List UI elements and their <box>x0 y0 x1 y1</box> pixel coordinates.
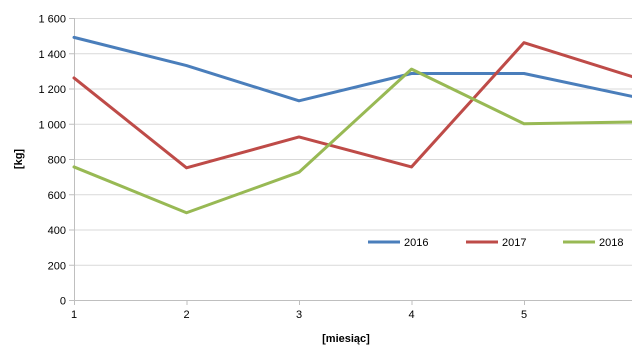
x-tick-label: 2 <box>183 309 189 321</box>
y-tick-label: 200 <box>48 260 66 272</box>
y-axis-title: [kg] <box>13 149 25 170</box>
x-tick-label: 3 <box>296 309 302 321</box>
y-tick-label: 400 <box>48 225 66 237</box>
legend-label-2017: 2017 <box>502 237 526 249</box>
legend-label-2018: 2018 <box>599 237 623 249</box>
x-tick-label: 4 <box>408 309 414 321</box>
legend: 2016 2017 2018 <box>368 237 623 249</box>
y-tick-label: 0 <box>60 296 66 308</box>
x-axis-title: [miesiąc] <box>322 333 370 345</box>
y-tick-label: 1 600 <box>38 14 66 26</box>
x-tick-labels: 123456 <box>71 309 527 321</box>
series-lines <box>72 35 632 215</box>
x-tick-label: 1 <box>71 309 77 321</box>
legend-label-2016: 2016 <box>404 237 428 249</box>
x-tick-label: 5 <box>521 309 527 321</box>
y-tick-label: 1 200 <box>38 84 66 96</box>
y-tick-label: 1 400 <box>38 49 66 61</box>
y-tick-label: 600 <box>48 190 66 202</box>
series-line-2016 <box>72 35 632 103</box>
axes <box>69 18 632 305</box>
y-tick-label: 800 <box>48 155 66 167</box>
series-line-2018 <box>72 67 632 215</box>
gridlines <box>74 18 632 266</box>
y-tick-labels: 0 200 400 600 800 1 000 1 200 1 400 1 600 <box>38 14 66 308</box>
series-line-2017 <box>72 41 632 170</box>
y-tick-label: 1 000 <box>38 119 66 131</box>
